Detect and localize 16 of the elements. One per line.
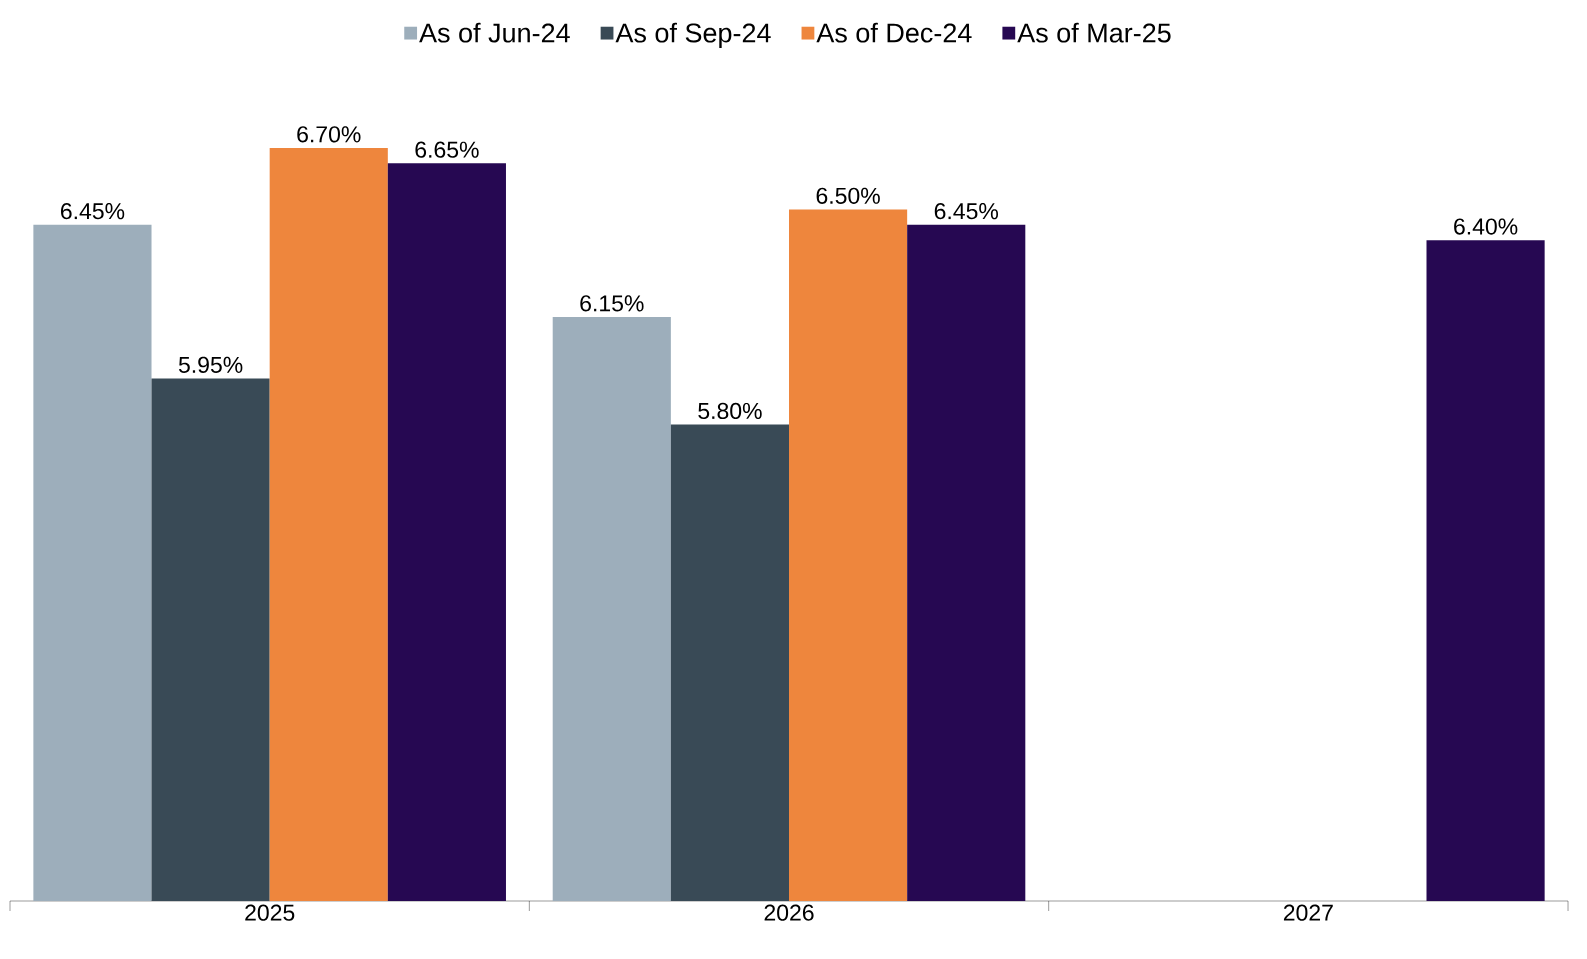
data-label: 6.45%: [934, 203, 999, 220]
data-label: 6.50%: [816, 187, 880, 204]
data-label: 6.15%: [580, 295, 644, 312]
data-label: 6.40%: [1454, 218, 1518, 235]
legend-label: As of Dec-24: [816, 22, 972, 43]
legend-label: As of Sep-24: [615, 22, 771, 48]
legend-label: As of Jun-24: [419, 22, 570, 43]
legend-label: As of Mar-25: [1017, 22, 1171, 43]
data-label: 5.80%: [698, 402, 762, 420]
x-tick-label: 2025: [245, 904, 295, 921]
data-label: 6.45%: [61, 203, 125, 220]
data-label: 5.95%: [178, 356, 243, 373]
data-label: 6.65%: [415, 141, 479, 158]
x-tick-label: 2026: [764, 904, 814, 921]
x-tick-label: 2027: [1283, 904, 1333, 921]
data-label: 6.70%: [297, 126, 361, 143]
